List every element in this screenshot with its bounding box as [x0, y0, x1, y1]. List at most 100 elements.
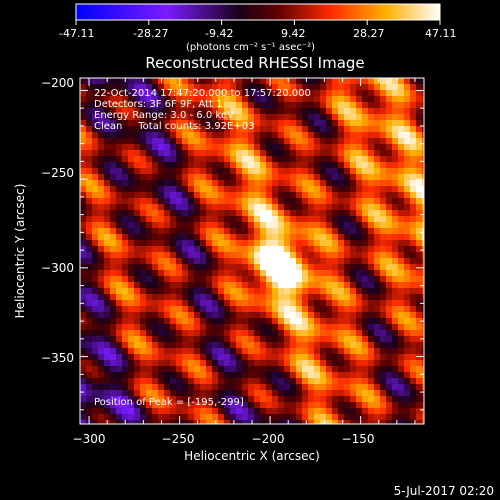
heatmap-cell — [302, 96, 308, 102]
heatmap-cell — [200, 132, 206, 138]
heatmap-cell — [332, 96, 338, 102]
heatmap-cell — [80, 288, 86, 294]
heatmap-cell — [236, 162, 242, 168]
heatmap-cell — [410, 186, 416, 192]
heatmap-cell — [374, 300, 380, 306]
heatmap-cell — [230, 114, 236, 120]
heatmap-cell — [332, 150, 338, 156]
heatmap-cell — [398, 318, 404, 324]
heatmap-cell — [176, 300, 182, 306]
heatmap-cell — [266, 234, 272, 240]
heatmap-cell — [290, 366, 296, 372]
heatmap-cell — [320, 198, 326, 204]
heatmap-cell — [140, 354, 146, 360]
heatmap-cell — [344, 126, 350, 132]
heatmap-cell — [134, 240, 140, 246]
heatmap-cell — [98, 360, 104, 366]
heatmap-cell — [320, 276, 326, 282]
heatmap-cell — [224, 300, 230, 306]
heatmap-cell — [356, 150, 362, 156]
heatmap-cell — [164, 210, 170, 216]
heatmap-cell — [134, 144, 140, 150]
heatmap-cell — [308, 84, 314, 90]
heatmap-cell — [422, 246, 424, 252]
heatmap-cell — [110, 144, 116, 150]
heatmap-cell — [308, 288, 314, 294]
heatmap-cell — [404, 138, 410, 144]
heatmap-cell — [170, 270, 176, 276]
heatmap-cell — [200, 144, 206, 150]
heatmap-cell — [404, 276, 410, 282]
heatmap-cell — [194, 180, 200, 186]
heatmap-cell — [320, 120, 326, 126]
heatmap-cell — [248, 84, 254, 90]
heatmap-cell — [386, 390, 392, 396]
heatmap-cell — [188, 324, 194, 330]
heatmap-cell — [86, 336, 92, 342]
heatmap-cell — [266, 354, 272, 360]
heatmap-cell — [170, 258, 176, 264]
heatmap-cell — [122, 306, 128, 312]
heatmap-cell — [392, 144, 398, 150]
heatmap-cell — [290, 330, 296, 336]
x-tick-label-3: −200 — [252, 432, 285, 446]
heatmap-cell — [86, 402, 92, 408]
heatmap-cell — [110, 414, 116, 420]
heatmap-cell — [176, 330, 182, 336]
heatmap-cell — [278, 294, 284, 300]
heatmap-cell — [392, 366, 398, 372]
heatmap-cell — [146, 300, 152, 306]
heatmap-cell — [170, 180, 176, 186]
heatmap-cell — [392, 108, 398, 114]
heatmap-cell — [404, 372, 410, 378]
heatmap-cell — [110, 378, 116, 384]
heatmap-cell — [314, 252, 320, 258]
heatmap-cell — [188, 294, 194, 300]
heatmap-cell — [290, 294, 296, 300]
heatmap-cell — [404, 210, 410, 216]
heatmap-cell — [128, 180, 134, 186]
heatmap-cell — [368, 390, 374, 396]
heatmap-cell — [392, 414, 398, 420]
heatmap-cell — [158, 270, 164, 276]
heatmap-cell — [248, 408, 254, 414]
heatmap-cell — [278, 330, 284, 336]
heatmap-cell — [302, 126, 308, 132]
heatmap-cell — [368, 168, 374, 174]
heatmap-cell — [320, 318, 326, 324]
heatmap-cell — [320, 348, 326, 354]
heatmap-cell — [140, 396, 146, 402]
heatmap-cell — [134, 174, 140, 180]
heatmap-cell — [410, 390, 416, 396]
heatmap-cell — [110, 354, 116, 360]
heatmap-cell — [416, 402, 422, 408]
heatmap-cell — [266, 390, 272, 396]
heatmap-cell — [302, 216, 308, 222]
heatmap-cell — [146, 228, 152, 234]
heatmap-cell — [308, 336, 314, 342]
heatmap-cell — [356, 222, 362, 228]
heatmap-cell — [200, 138, 206, 144]
heatmap-cell — [80, 246, 86, 252]
heatmap-cell — [122, 312, 128, 318]
heatmap-cell — [230, 120, 236, 126]
heatmap-cell — [80, 144, 86, 150]
heatmap-cell — [284, 324, 290, 330]
heatmap-cell — [98, 276, 104, 282]
heatmap-cell — [146, 360, 152, 366]
heatmap-cell — [338, 78, 344, 84]
heatmap-cell — [320, 102, 326, 108]
heatmap-cell — [248, 234, 254, 240]
heatmap-cell — [386, 312, 392, 318]
heatmap-cell — [254, 366, 260, 372]
heatmap-cell — [104, 306, 110, 312]
heatmap-cell — [146, 402, 152, 408]
heatmap-cell — [152, 318, 158, 324]
heatmap-cell — [422, 186, 424, 192]
heatmap-cell — [272, 180, 278, 186]
heatmap-cell — [206, 210, 212, 216]
heatmap-cell — [338, 324, 344, 330]
heatmap-cell — [410, 396, 416, 402]
heatmap-cell — [290, 354, 296, 360]
